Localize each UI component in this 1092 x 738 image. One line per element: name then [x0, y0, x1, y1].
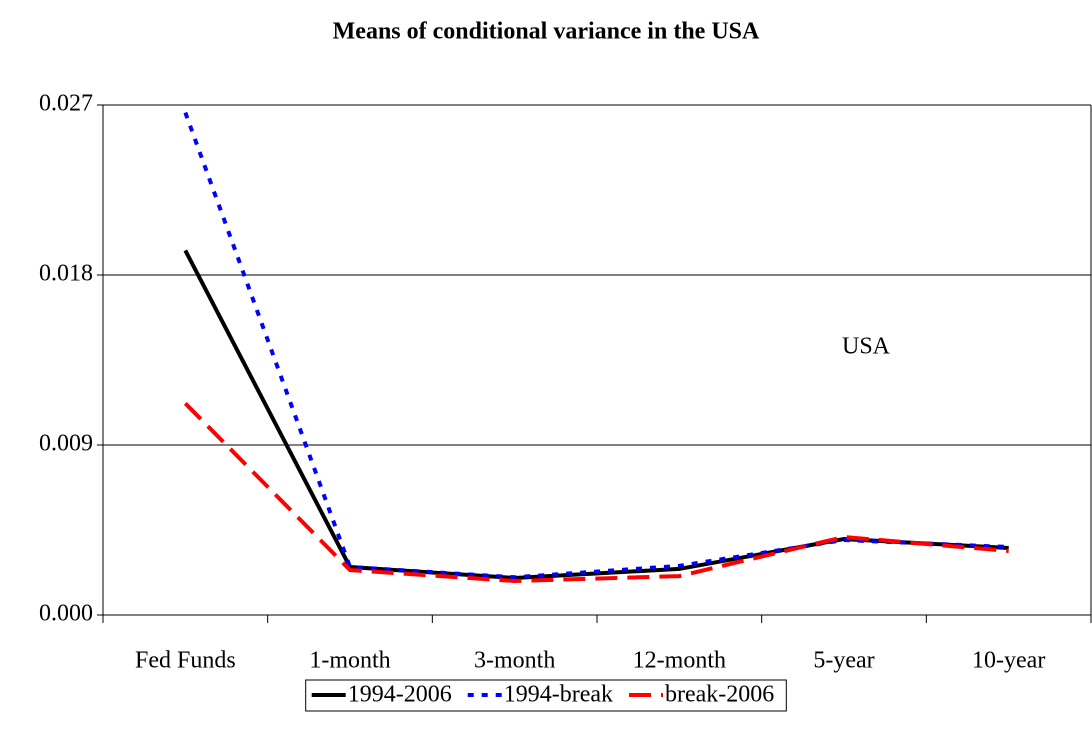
x-tick-label: 10-year [972, 648, 1045, 674]
legend-label: break-2006 [665, 682, 774, 708]
x-tick-label: 3-month [474, 648, 555, 674]
y-tick-label: 0.027 [39, 91, 93, 117]
x-tick-label: 12-month [633, 648, 726, 674]
chart-title: Means of conditional variance in the USA [333, 19, 760, 45]
legend-label: 1994-2006 [348, 682, 452, 708]
x-tick-label: 5-year [813, 648, 874, 674]
legend-box [305, 679, 787, 712]
annotation: USA [842, 334, 891, 360]
series-line [183, 111, 1009, 580]
series-line [183, 402, 1009, 584]
y-tick-label: 0.009 [39, 431, 93, 457]
x-tick-label: 1-month [309, 648, 390, 674]
y-tick-label: 0.018 [39, 261, 93, 287]
y-tick-label: 0.000 [39, 601, 93, 627]
x-tick-label: Fed Funds [135, 648, 236, 674]
legend-label: 1994-break [504, 682, 613, 708]
